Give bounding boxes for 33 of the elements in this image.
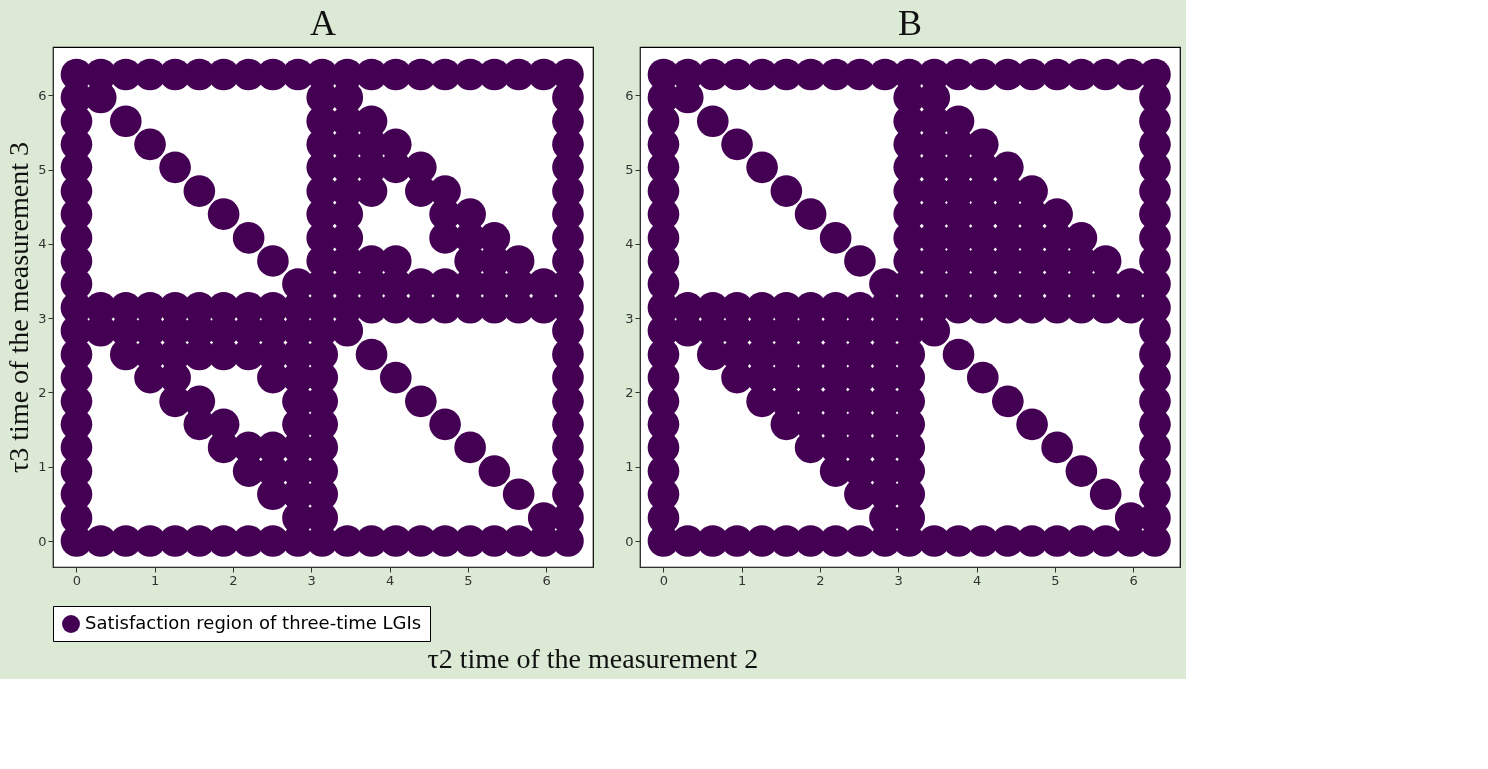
x-tick-label: 4	[385, 572, 395, 588]
x-tick-label: 0	[72, 572, 82, 588]
y-tick-label: 5	[38, 162, 47, 178]
x-tick-label: 3	[894, 572, 903, 588]
y-tick-label: 1	[625, 459, 634, 475]
y-tick-label: 6	[625, 87, 634, 103]
x-tick-label: 5	[464, 572, 473, 588]
y-tick-label: 0	[38, 533, 47, 549]
x-tick-label: 3	[307, 572, 316, 588]
x-axis-title: τ2 time of the measurement 2	[427, 642, 759, 674]
y-tick-label: 4	[625, 236, 634, 252]
y-tick-label: 1	[38, 459, 47, 475]
legend-label: Satisfaction region of three-time LGIs	[85, 612, 422, 633]
x-tick-label: 0	[659, 572, 669, 588]
x-tick-label: 5	[1051, 572, 1060, 588]
chart-title: A	[310, 3, 336, 43]
y-tick-label: 2	[625, 384, 634, 400]
y-tick-label: 0	[625, 533, 634, 549]
y-tick-label: 6	[38, 87, 47, 103]
y-tick-label: 2	[38, 384, 47, 400]
x-tick-label: 2	[816, 572, 825, 588]
x-tick-label: 1	[738, 572, 747, 588]
x-tick-label: 6	[542, 572, 551, 588]
x-tick-label: 1	[151, 572, 160, 588]
x-tick-label: 2	[229, 572, 238, 588]
x-tick-label: 4	[972, 572, 982, 588]
chart-title: B	[897, 3, 923, 43]
y-tick-label: 4	[38, 236, 47, 252]
y-tick-label: 5	[625, 162, 634, 178]
x-tick-label: 6	[1129, 572, 1138, 588]
y-tick-label: 3	[38, 310, 47, 326]
y-axis-title: τ3 time of the measurement 3	[3, 142, 35, 473]
y-tick-label: 3	[625, 310, 634, 326]
